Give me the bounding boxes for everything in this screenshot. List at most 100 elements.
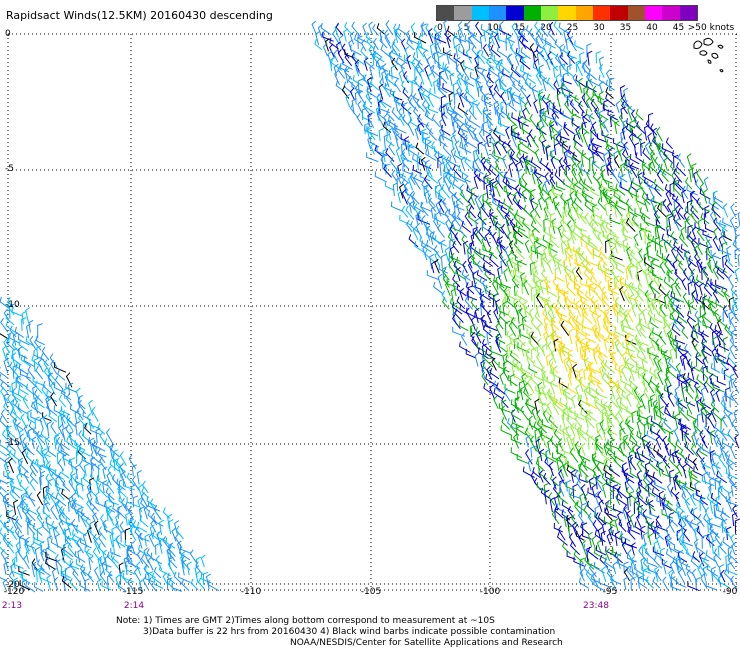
wind-barb (581, 93, 589, 109)
wind-barb (437, 54, 443, 70)
wind-barb (90, 425, 101, 435)
wind-barb (517, 259, 523, 273)
wind-barb (363, 74, 371, 88)
wind-barb (60, 388, 72, 401)
wind-barb (493, 84, 502, 99)
wind-barb (6, 444, 16, 458)
wind-barb (15, 375, 21, 389)
wind-barb (395, 147, 401, 163)
wind-barb (602, 295, 612, 310)
wind-barb (653, 178, 665, 192)
wind-barb (674, 268, 684, 283)
wind-barb (685, 215, 695, 231)
wind-barb (724, 324, 732, 337)
wind-barb (594, 491, 600, 506)
wind-barb (730, 285, 738, 297)
wind-barb (614, 551, 624, 564)
wind-barb (479, 34, 486, 50)
wind-barb (549, 461, 554, 477)
wind-barb (647, 132, 652, 147)
wind-barb (3, 338, 10, 353)
wind-barb (521, 38, 532, 52)
wind-barb (472, 258, 486, 270)
wind-barb (690, 210, 698, 224)
wind-barb (494, 33, 501, 49)
wind-barb (643, 471, 652, 484)
wind-barb (85, 548, 94, 564)
wind-barb (544, 227, 556, 240)
wind-barb (693, 466, 704, 477)
wind-barb (529, 82, 539, 93)
wind-barb (363, 101, 375, 114)
wind-barb (0, 577, 8, 582)
wind-barb (699, 282, 704, 296)
wind-barb (382, 148, 388, 163)
wind-barb (607, 439, 620, 450)
wind-barb (658, 238, 665, 255)
wind-barb (454, 203, 460, 220)
wind-barb (386, 108, 395, 122)
wind-barb (642, 532, 648, 547)
wind-barb (482, 361, 492, 375)
lat-label-minus20: -20 (5, 580, 20, 590)
wind-barb (506, 296, 516, 309)
wind-barb (597, 231, 604, 246)
wind-barb (559, 136, 569, 148)
wind-barb (478, 227, 487, 242)
wind-barb (415, 45, 422, 59)
wind-barb (620, 106, 626, 120)
wind-barb (710, 429, 716, 444)
wind-barb (70, 457, 76, 471)
wind-barb (728, 310, 734, 325)
wind-barb (623, 468, 629, 484)
wind-barb (88, 399, 94, 416)
wind-barb (650, 153, 656, 169)
wind-barb (689, 519, 697, 535)
wind-barb (626, 565, 636, 581)
wind-barb (111, 526, 117, 542)
wind-barb (710, 458, 721, 469)
wind-barb (379, 77, 387, 91)
wind-barb (72, 568, 81, 583)
wind-barb (360, 46, 368, 59)
wind-barb (521, 123, 532, 136)
wind-barb (641, 192, 651, 205)
wind-barb (120, 530, 126, 543)
wind-barb (605, 442, 616, 456)
wind-barb (594, 439, 603, 455)
wind-barb (119, 570, 126, 584)
wind-barb (86, 499, 93, 512)
wind-barb (699, 497, 705, 512)
wind-barb (609, 477, 615, 491)
wind-barb (429, 64, 436, 78)
wind-barb (646, 292, 652, 309)
wind-barb (31, 561, 37, 578)
wind-barb (75, 464, 81, 480)
wind-barb (693, 245, 701, 259)
wind-barb (603, 189, 610, 205)
wind-barb (580, 121, 590, 134)
wind-barb (505, 178, 518, 191)
wind-barb (542, 309, 552, 323)
wind-barb (92, 533, 101, 548)
wind-barb (68, 458, 79, 471)
wind-barb (557, 224, 563, 239)
wind-barb (149, 524, 155, 540)
wind-barb (529, 308, 534, 322)
wind-barb (505, 320, 511, 336)
wind-barb (699, 261, 709, 276)
color-scale-bar (436, 5, 698, 21)
wind-barb (102, 479, 108, 494)
wind-barb (533, 270, 544, 283)
wind-barb (422, 49, 429, 65)
wind-barb (129, 518, 134, 535)
wind-barb (84, 423, 92, 435)
wind-barb (441, 183, 451, 199)
wind-barb (486, 112, 492, 128)
wind-barb (11, 566, 24, 577)
wind-barb (715, 299, 725, 309)
wind-barb (623, 313, 632, 330)
wind-barb (518, 296, 528, 310)
wind-barb (608, 526, 614, 542)
wind-barb (653, 555, 663, 569)
